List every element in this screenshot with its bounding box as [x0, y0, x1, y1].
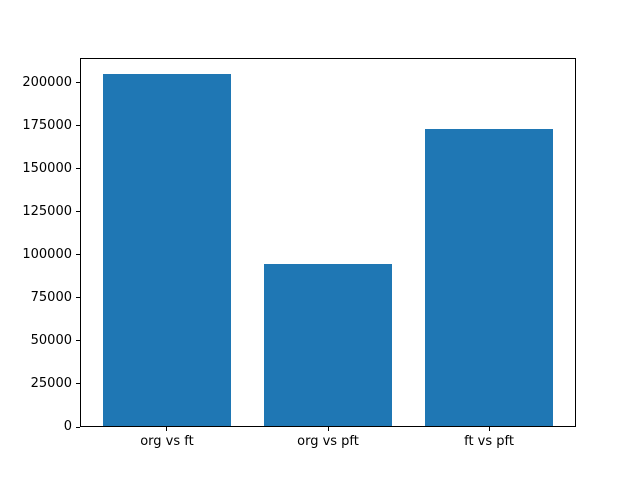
y-axis-tick [76, 168, 80, 170]
x-tick-label-ft-vs-pft: ft vs pft [464, 434, 514, 449]
y-axis-tick [76, 211, 80, 213]
y-tick-label: 200000 [22, 74, 72, 90]
y-axis-tick [76, 383, 80, 385]
y-tick-label: 150000 [22, 160, 72, 176]
bar-org-vs-ft [102, 74, 232, 426]
y-tick-label: 175000 [22, 117, 72, 133]
y-axis-tick [76, 297, 80, 299]
x-axis-tick [166, 427, 168, 431]
bar-ft-vs-pft [424, 129, 554, 426]
bar-org-vs-pft [263, 263, 393, 426]
y-tick-label: 125000 [22, 203, 72, 219]
y-tick-label: 25000 [30, 375, 72, 391]
y-axis-tick [76, 82, 80, 84]
x-tick-label-org-vs-ft: org vs ft [140, 434, 194, 449]
y-tick-label: 50000 [30, 332, 72, 348]
x-axis-tick [488, 427, 490, 431]
x-tick-label-org-vs-pft: org vs pft [297, 434, 359, 449]
y-axis-tick [76, 254, 80, 256]
y-tick-label: 0 [63, 419, 72, 434]
y-tick-label: 100000 [22, 246, 72, 262]
y-axis-tick [76, 340, 80, 342]
y-tick-label: 75000 [30, 289, 72, 305]
x-axis-tick [327, 427, 329, 431]
y-axis-tick [76, 426, 80, 428]
y-axis-tick [76, 125, 80, 127]
